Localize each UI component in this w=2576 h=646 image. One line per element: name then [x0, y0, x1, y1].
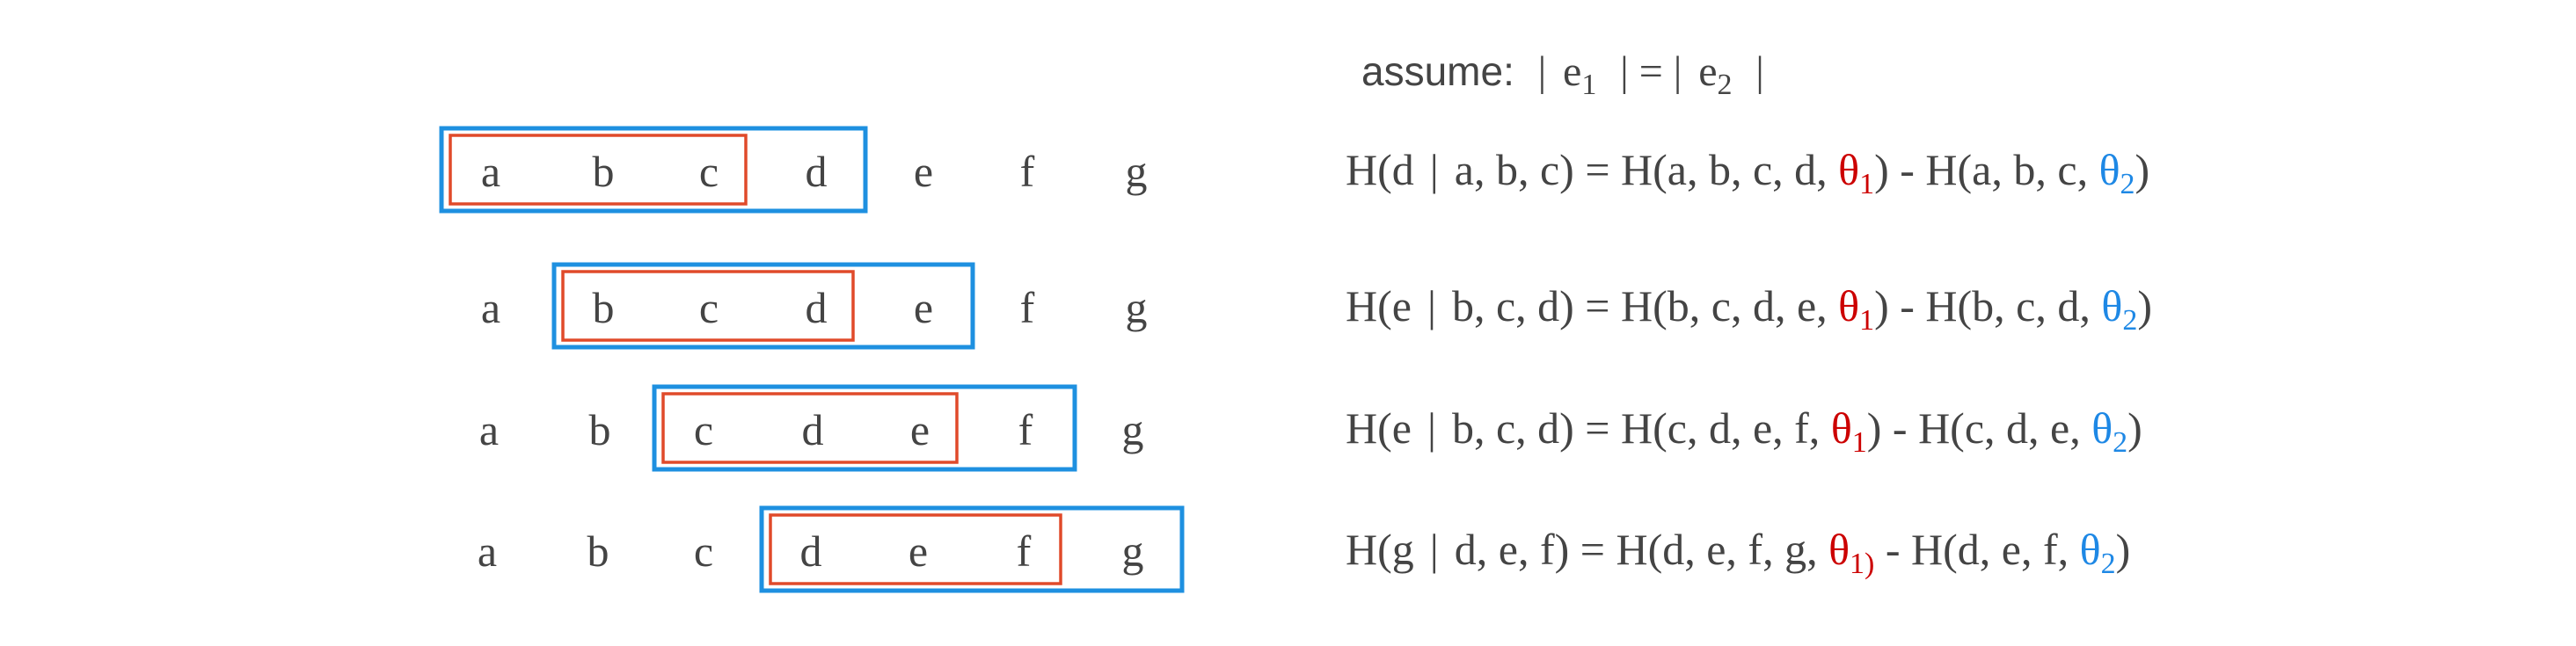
theta1-subscript: 1)	[1850, 548, 1874, 580]
sequence-token: c	[694, 405, 713, 454]
sequence-row: a b c d e f g	[439, 126, 1148, 214]
sequence-row: a b c d e f g	[479, 384, 1144, 472]
sequence-token: a	[481, 283, 500, 332]
eq-lhs: H(e	[1346, 281, 1412, 330]
entropy-equation: H(d | a, b, c) = H(a, b, c, d, θ1) - H(a, …	[1346, 145, 2149, 200]
sequence-token: g	[1126, 283, 1148, 332]
sequence-token: a	[479, 405, 499, 454]
eq-mid: b, c, d) = H(b, c, d, e,	[1452, 281, 1838, 330]
eq-end: )	[2127, 403, 2142, 453]
window-box	[759, 505, 1185, 593]
theta1-subscript: 1	[1852, 426, 1867, 459]
entropy-equation: H(g | d, e, f) = H(d, e, f, g, θ1) - H(d, …	[1346, 525, 2130, 580]
eq-bar: |	[1427, 281, 1436, 330]
eq-bar: |	[1427, 403, 1436, 453]
eq-end: )	[2135, 145, 2150, 194]
theta2-subscript: 2	[2101, 548, 2116, 580]
sequence-token: d	[800, 526, 822, 576]
e1-subscript: 1	[1581, 69, 1596, 101]
context-box	[769, 513, 1062, 585]
sequence-token: c	[699, 283, 719, 332]
eq-lhs: H(d	[1346, 145, 1414, 194]
eq-end: )	[2116, 525, 2131, 574]
eq-lhs: H(e	[1346, 403, 1412, 453]
theta2-subscript: 2	[2122, 304, 2137, 337]
sequence-token: c	[699, 147, 719, 196]
sequence-token: f	[1020, 283, 1035, 332]
theta2-symbol: θ	[2099, 145, 2120, 194]
eq-sep: ) - H(a, b, c,	[1874, 145, 2098, 194]
entropy-equations: H(d | a, b, c) = H(a, b, c, d, θ1) - H(a, …	[1346, 145, 2152, 580]
sequence-token: f	[1020, 147, 1035, 196]
sequence-token: f	[1018, 405, 1033, 454]
eq-sep: ) - H(b, c, d,	[1874, 281, 2101, 330]
e1-symbol: e	[1563, 48, 1581, 95]
sequence-token: g	[1122, 526, 1144, 576]
sequence-row: a b c d e f g	[478, 505, 1185, 593]
sequence-token: f	[1017, 526, 1032, 576]
sequence-row: a b c d e f g	[481, 262, 1148, 350]
sequence-token: e	[910, 405, 930, 454]
e2-subscript: 2	[1718, 69, 1733, 101]
entropy-equation: H(e | b, c, d) = H(b, c, d, e, θ1) - H(b, …	[1346, 281, 2152, 337]
window-box	[439, 126, 868, 214]
theta2-symbol: θ	[2091, 403, 2113, 453]
assume-equals: | = |	[1620, 48, 1682, 95]
sequence-token: a	[481, 147, 500, 196]
assume-bar-right: |	[1755, 48, 1764, 95]
theta1-subscript: 1	[1859, 304, 1874, 337]
entropy-equation: H(e | b, c, d) = H(c, d, e, f, θ1) - H(c, …	[1346, 403, 2142, 459]
sequence-token: b	[593, 147, 615, 196]
theta2-subscript: 2	[2120, 168, 2135, 200]
theta1-symbol: θ	[1831, 403, 1852, 453]
sequence-token: e	[914, 283, 933, 332]
eq-lhs: H(g	[1346, 525, 1414, 574]
sequence-token: a	[478, 526, 497, 576]
context-box	[661, 392, 959, 464]
theta1-symbol: θ	[1838, 281, 1859, 330]
assume-prefix: assume:	[1361, 48, 1514, 94]
assume-line: assume: | e1 | = | e2 |	[1361, 48, 1764, 103]
sequence-token: d	[802, 405, 824, 454]
sequence-token: e	[909, 526, 928, 576]
theta2-symbol: θ	[2080, 525, 2101, 574]
sequence-rows: a b c d e f g a b c d e f g a b c d e f g a b c d e f g	[439, 126, 1185, 593]
window-box	[652, 384, 1077, 472]
context-box	[561, 270, 855, 342]
e2-symbol: e	[1698, 48, 1717, 95]
sequence-token: g	[1126, 147, 1148, 196]
sequence-token: b	[587, 526, 609, 576]
sequence-token: d	[806, 283, 828, 332]
sequence-token: g	[1122, 405, 1144, 454]
sequence-token: c	[694, 526, 713, 576]
assume-bar-left: |	[1538, 48, 1547, 95]
context-box	[449, 134, 748, 206]
theta1-symbol: θ	[1838, 145, 1859, 194]
theta2-subscript: 2	[2113, 426, 2127, 459]
eq-mid: a, b, c) = H(a, b, c, d,	[1455, 145, 1838, 194]
sequence-token: b	[589, 405, 611, 454]
eq-sep: - H(d, e, f,	[1874, 525, 2079, 574]
theta2-symbol: θ	[2101, 281, 2122, 330]
eq-sep: ) - H(c, d, e,	[1867, 403, 2091, 453]
eq-mid: b, c, d) = H(c, d, e, f,	[1452, 403, 1831, 453]
eq-bar: |	[1430, 525, 1439, 574]
eq-mid: d, e, f) = H(d, e, f, g,	[1455, 525, 1828, 574]
eq-end: )	[2137, 281, 2152, 330]
theta1-subscript: 1	[1859, 168, 1874, 200]
window-box	[551, 262, 975, 350]
sequence-token: b	[593, 283, 615, 332]
sequence-token: d	[806, 147, 828, 196]
eq-bar: |	[1430, 145, 1439, 194]
theta1-symbol: θ	[1828, 525, 1850, 574]
sequence-token: e	[914, 147, 933, 196]
